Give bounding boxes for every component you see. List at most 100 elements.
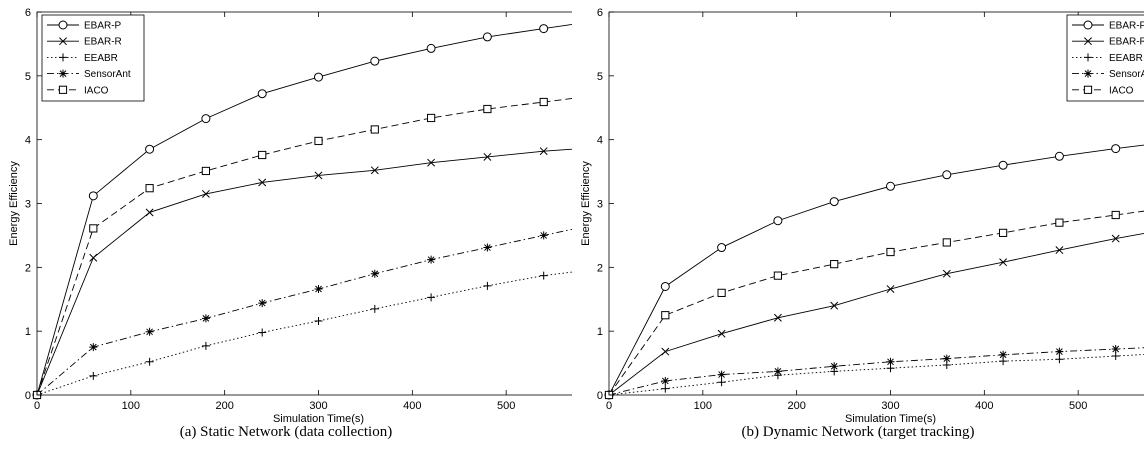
y-tick-label: 2 [597, 262, 603, 274]
legend-label: IACO [84, 85, 109, 96]
data-point [539, 97, 548, 107]
data-point [370, 125, 379, 134]
series-eeabr [605, 352, 1144, 399]
data-point [427, 255, 436, 264]
data-point [660, 281, 670, 291]
data-point [145, 144, 155, 154]
data-point [1055, 355, 1064, 364]
series-sensorant [33, 228, 572, 399]
series-line [608, 233, 1144, 396]
data-point [661, 347, 670, 356]
legend: EBAR-P EBAR-R EEABR SensorAnt IACO [1066, 14, 1144, 102]
legend-item: SensorAnt [47, 69, 131, 80]
x-tick-label: 300 [309, 400, 327, 412]
data-point [998, 160, 1008, 170]
data-point [314, 171, 323, 180]
data-point [201, 314, 210, 323]
data-point [1054, 151, 1064, 161]
data-point [314, 136, 323, 146]
data-point [89, 343, 98, 352]
data-point [942, 354, 951, 363]
legend-item: IACO [1072, 85, 1134, 96]
data-point [483, 104, 492, 114]
y-tick-label: 5 [25, 71, 31, 83]
data-point [201, 341, 210, 350]
data-point [89, 371, 98, 380]
legend: EBAR-P EBAR-R EEABR SensorAnt IACO [41, 14, 145, 102]
data-point [999, 258, 1008, 267]
series-ebar-r [605, 233, 1144, 399]
data-point [370, 56, 380, 66]
data-point [258, 178, 267, 187]
legend-marker [1083, 20, 1093, 30]
data-point [942, 170, 952, 180]
data-point [145, 184, 154, 193]
data-point [145, 327, 154, 336]
series-line [608, 354, 1144, 396]
series-line [36, 228, 572, 396]
legend-marker [58, 20, 68, 30]
data-point [427, 113, 436, 123]
y-tick-label: 1 [25, 326, 31, 338]
x-tick-label: 0 [606, 400, 612, 412]
legend-label: EBAR-P [1109, 21, 1144, 32]
data-point [258, 150, 267, 160]
data-point [942, 238, 951, 247]
legend-item: SensorAnt [1072, 69, 1144, 80]
series-line [36, 98, 572, 396]
data-point [1111, 210, 1120, 220]
data-point [661, 311, 670, 320]
x-tick-label: 100 [694, 400, 712, 412]
data-point [539, 271, 548, 280]
data-point [258, 328, 267, 337]
data-point [201, 166, 211, 176]
legend-label: SensorAnt [1109, 69, 1144, 80]
data-point [314, 72, 323, 82]
x-axis-label: Simulation Time(s) [845, 413, 936, 425]
data-point [1055, 246, 1064, 255]
legend-label: IACO [1109, 85, 1134, 96]
data-point [1111, 345, 1120, 354]
data-point [483, 152, 492, 161]
chart-dynamic-network: 01002003004005006000123456Simulation Tim… [580, 7, 1144, 425]
data-point [314, 285, 323, 294]
legend-marker [59, 53, 67, 62]
legend-box [1066, 14, 1144, 102]
y-axis-label: Energy Efficiency [8, 161, 20, 246]
series-sensorant [605, 345, 1144, 399]
legend-item: EBAR-R [47, 37, 122, 48]
data-point [717, 378, 726, 387]
x-tick-label: 400 [403, 400, 421, 412]
series-iaco [32, 97, 572, 400]
legend-item: EBAR-P [47, 20, 122, 32]
chart-panel-static: 01002003004005006000123456Simulation Tim… [8, 7, 572, 440]
chart-panel-dynamic: 01002003004005006000123456Simulation Tim… [572, 0, 1144, 451]
x-tick-label: 500 [497, 400, 515, 412]
y-axis-label: Energy Efficiency [580, 161, 592, 246]
data-point [145, 357, 154, 366]
legend-label: SensorAnt [84, 69, 131, 80]
legend-marker [59, 37, 67, 46]
data-point [830, 301, 839, 310]
data-point [257, 89, 267, 99]
legend-label: EBAR-R [1109, 37, 1144, 48]
data-point [999, 228, 1008, 237]
legend-label: EEABR [1109, 53, 1143, 64]
x-tick-label: 400 [975, 400, 993, 412]
y-tick-label: 6 [597, 7, 603, 19]
data-point [661, 376, 670, 385]
x-axis-label: Simulation Time(s) [273, 413, 364, 425]
series-ebar-p [32, 23, 572, 400]
legend-marker [58, 85, 68, 94]
plot-frame [608, 11, 1144, 396]
y-tick-label: 0 [597, 390, 603, 402]
series-line [36, 271, 572, 396]
data-point [258, 299, 267, 308]
data-point [886, 247, 895, 257]
data-point [201, 189, 210, 198]
data-point [1111, 234, 1120, 243]
legend-item: EEABR [47, 53, 118, 64]
data-point [539, 231, 548, 240]
chart-static-network: 01002003004005006000123456Simulation Tim… [8, 7, 572, 425]
data-point [830, 260, 839, 269]
